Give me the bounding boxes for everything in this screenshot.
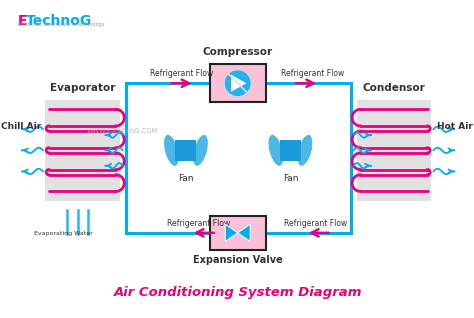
Text: Electrical, Electronics & Technology: Electrical, Electronics & Technology: [18, 22, 105, 27]
Text: Hot Air: Hot Air: [438, 122, 474, 131]
FancyBboxPatch shape: [45, 100, 120, 201]
Text: WWW.ETechnoG.COM: WWW.ETechnoG.COM: [87, 128, 158, 134]
Ellipse shape: [193, 135, 208, 166]
Text: Air Conditioning System Diagram: Air Conditioning System Diagram: [113, 286, 362, 299]
FancyBboxPatch shape: [280, 140, 301, 161]
Text: Compressor: Compressor: [203, 47, 273, 57]
Text: Fan: Fan: [178, 174, 194, 183]
Ellipse shape: [268, 135, 283, 166]
Polygon shape: [231, 75, 246, 92]
Text: E: E: [18, 14, 27, 28]
Text: Chill Air: Chill Air: [1, 122, 41, 131]
FancyBboxPatch shape: [210, 216, 265, 250]
Text: Refrigerant Flow: Refrigerant Flow: [167, 219, 230, 228]
Text: Refrigerant Flow: Refrigerant Flow: [284, 219, 347, 228]
Circle shape: [224, 70, 251, 97]
Text: Condensor: Condensor: [363, 83, 425, 93]
Ellipse shape: [297, 135, 313, 166]
Polygon shape: [225, 224, 237, 241]
Text: Refrigerant Flow: Refrigerant Flow: [149, 69, 213, 79]
Text: Expansion Valve: Expansion Valve: [193, 255, 283, 265]
Text: Fan: Fan: [283, 174, 298, 183]
Text: TechnoG: TechnoG: [26, 14, 92, 28]
Text: Evaporating Water: Evaporating Water: [34, 232, 92, 236]
Ellipse shape: [164, 135, 179, 166]
FancyBboxPatch shape: [175, 140, 197, 161]
Polygon shape: [237, 224, 250, 241]
Text: Evaporator: Evaporator: [50, 83, 115, 93]
Text: Refrigerant Flow: Refrigerant Flow: [281, 69, 344, 79]
FancyBboxPatch shape: [356, 100, 431, 201]
FancyBboxPatch shape: [210, 64, 265, 102]
